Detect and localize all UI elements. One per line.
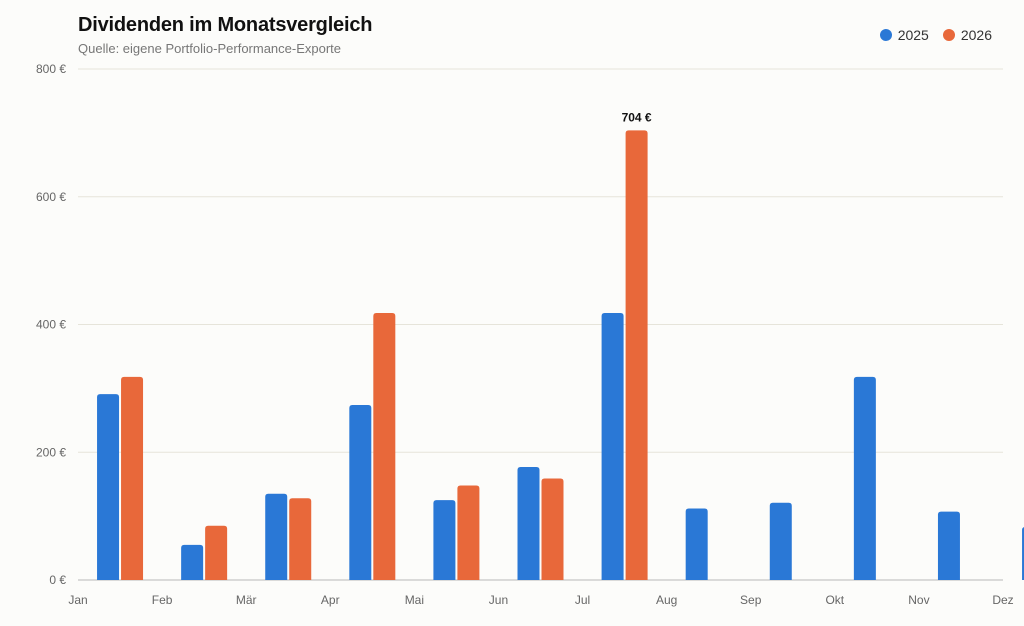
bar-2025-Jul xyxy=(601,313,624,580)
legend-label-2026: 2026 xyxy=(960,27,992,43)
x-tick-label: Feb xyxy=(152,593,173,607)
x-tick-label: Jun xyxy=(489,593,508,607)
bar-2026-Jun xyxy=(541,478,564,580)
x-tick-label: Aug xyxy=(656,593,677,607)
legend-swatch-2026 xyxy=(942,29,955,41)
bar-2025-Mai xyxy=(433,500,456,580)
y-tick-label: 400 € xyxy=(36,318,66,332)
legend-swatch-2025 xyxy=(879,29,892,41)
bar-2025-Aug xyxy=(685,508,708,580)
x-tick-label: Okt xyxy=(825,593,844,607)
x-tick-label: Jan xyxy=(68,593,87,607)
x-tick-label: Sep xyxy=(740,593,762,607)
x-tick-label: Nov xyxy=(908,593,929,607)
x-tick-label: Apr xyxy=(321,593,340,607)
x-tick-label: Jul xyxy=(575,593,590,607)
y-tick-label: 200 € xyxy=(36,445,66,459)
bar-2026-Mär xyxy=(289,498,312,580)
x-tick-label: Dez xyxy=(992,593,1013,607)
legend-item-2025[interactable]: 2025 xyxy=(879,27,929,43)
y-tick-label: 0 € xyxy=(49,573,66,587)
bar-2026-Feb xyxy=(205,525,228,580)
bar-2025-Mär xyxy=(265,493,288,580)
chart-legend: 2025 2026 xyxy=(879,27,992,43)
bar-2026-Mai xyxy=(457,485,480,580)
bar-2025-Apr xyxy=(349,404,372,580)
x-tick-label: Mär xyxy=(236,593,257,607)
bar-2026-Apr xyxy=(373,313,396,580)
bar-2025-Okt xyxy=(853,376,876,580)
bar-2026-Jan xyxy=(121,376,144,580)
legend-label-2025: 2025 xyxy=(897,27,929,43)
chart-subtitle: Quelle: eigene Portfolio-Performance-Exp… xyxy=(78,41,342,56)
bar-2025-Feb xyxy=(181,544,204,580)
y-tick-label: 600 € xyxy=(36,190,66,204)
bar-2025-Sep xyxy=(769,502,792,580)
x-tick-label: Mai xyxy=(405,593,424,607)
data-label: 704 € xyxy=(622,110,652,124)
bar-2025-Jun xyxy=(517,466,540,580)
chart-title: Dividenden im Monatsvergleich xyxy=(78,14,373,36)
y-tick-label: 800 € xyxy=(36,62,66,76)
legend-item-2026[interactable]: 2026 xyxy=(942,27,992,43)
bar-2025-Jan xyxy=(97,394,120,580)
bar-2026-Jul xyxy=(625,130,648,580)
bar-2025-Nov xyxy=(937,511,960,580)
